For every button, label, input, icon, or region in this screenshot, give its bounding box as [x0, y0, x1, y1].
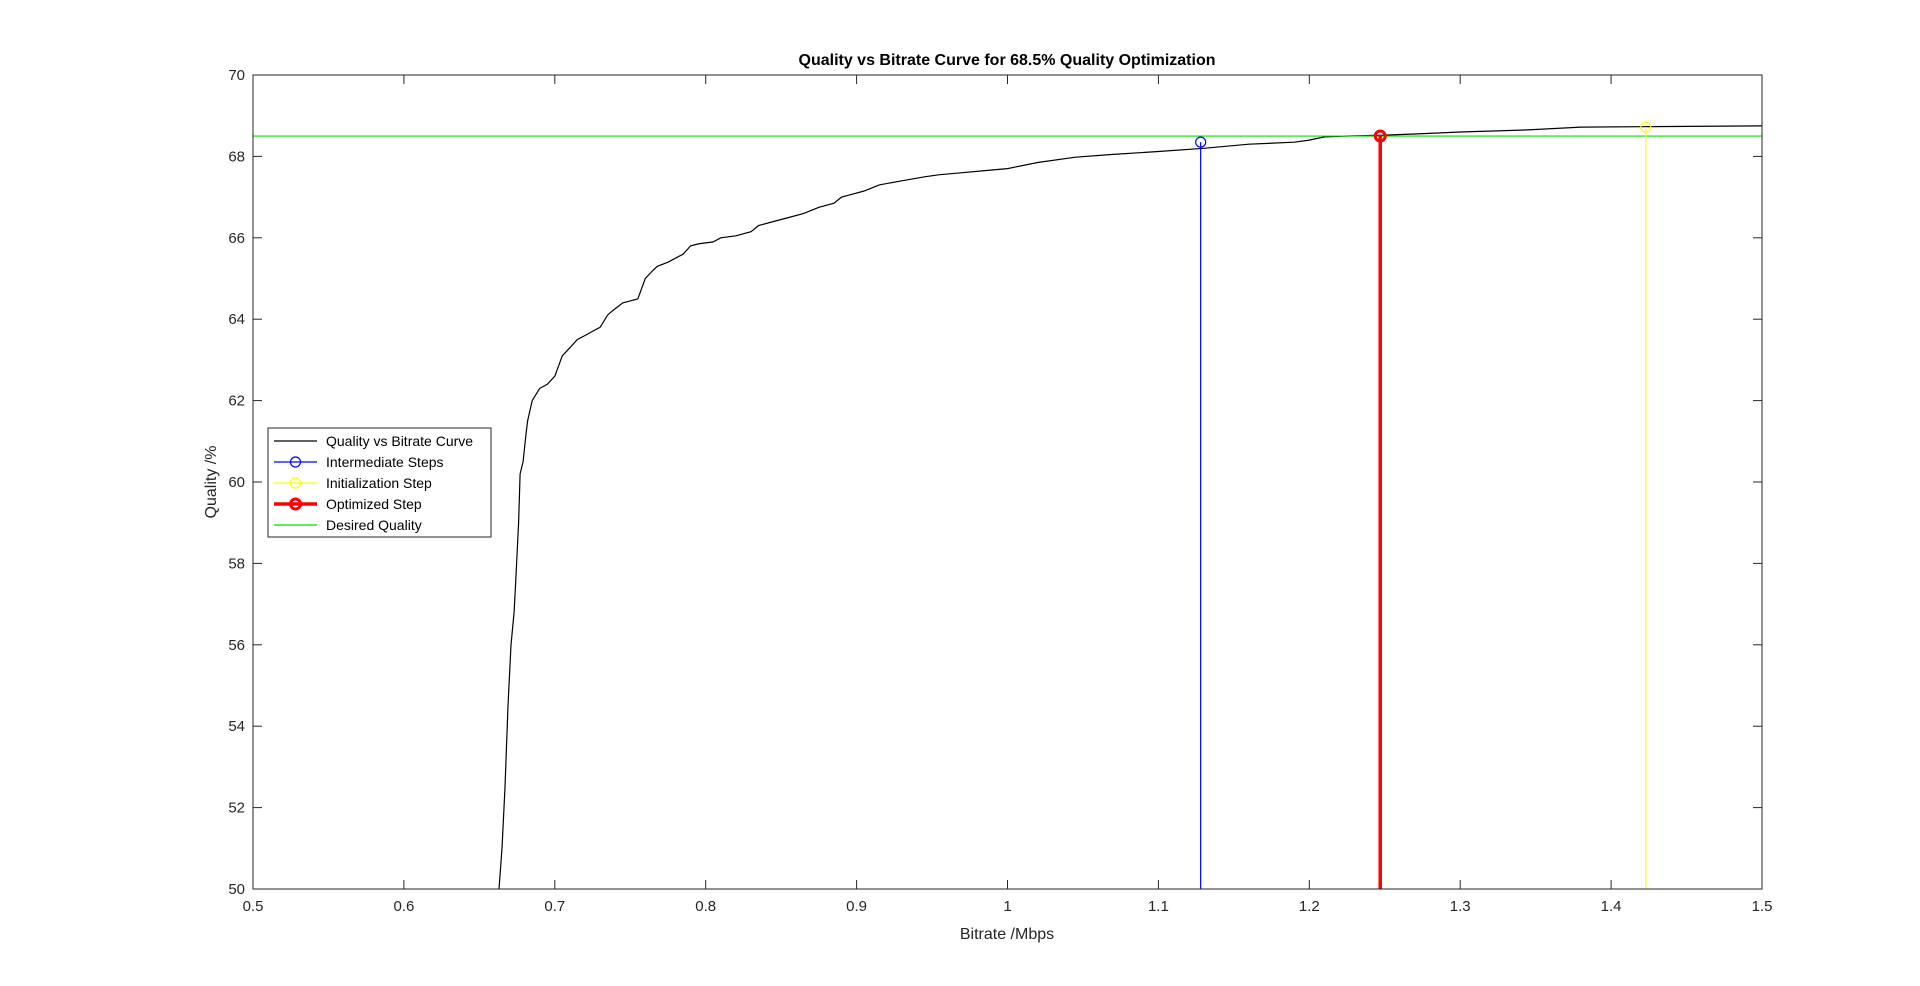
y-tick-label: 68	[228, 148, 245, 165]
y-tick-label: 50	[228, 881, 245, 898]
x-tick-label: 1.3	[1450, 898, 1471, 915]
x-tick-label: 0.6	[393, 898, 414, 915]
x-tick-label: 1	[1003, 898, 1011, 915]
series-layer	[253, 121, 1763, 890]
stem-marker-initialization-step	[1640, 121, 1652, 133]
y-tick-label: 64	[228, 311, 245, 328]
y-tick-label: 58	[228, 555, 245, 572]
x-tick-label: 1.1	[1148, 898, 1169, 915]
y-tick-label: 60	[228, 474, 245, 491]
legend-label-initialization-step: Initialization Step	[326, 475, 432, 491]
x-tick-label: 0.5	[243, 898, 264, 915]
legend-label-quality-vs-bitrate-curve: Quality vs Bitrate Curve	[326, 433, 473, 449]
x-tick-label: 1.2	[1299, 898, 1320, 915]
y-tick-label: 54	[228, 718, 245, 735]
plot-area	[253, 75, 1762, 889]
legend-label-intermediate-steps: Intermediate Steps	[326, 454, 444, 470]
quality-bitrate-curve-line	[498, 125, 1763, 890]
legend-label-optimized-step: Optimized Step	[326, 496, 422, 512]
y-tick-label: 66	[228, 230, 245, 247]
y-tick-label: 52	[228, 800, 245, 817]
x-tick-label: 1.5	[1752, 898, 1773, 915]
legend-marker-initialization-step	[289, 477, 302, 489]
chart-title: Quality vs Bitrate Curve for 68.5% Quali…	[799, 52, 1216, 69]
y-tick-label: 56	[228, 637, 245, 654]
axis-ticks: 0.5 0.6 0.7 0.8 0.9 1 1.1 1.2 1.3 1.4 1.5 50 52 54 56 5…	[228, 67, 1772, 915]
y-tick-label: 62	[228, 393, 245, 410]
legend-marker-optimized-step	[289, 497, 302, 511]
stem-marker-intermediate-steps	[1195, 136, 1207, 148]
y-axis-label: Quality /%	[203, 446, 220, 519]
legend-marker-intermediate-steps	[289, 456, 302, 468]
legend: Quality vs Bitrate Curve Intermediate Ste…	[267, 427, 492, 538]
x-tick-label: 0.7	[544, 898, 565, 915]
y-tick-label: 70	[228, 67, 245, 84]
x-tick-label: 0.8	[695, 898, 716, 915]
x-axis-label: Bitrate /Mbps	[960, 926, 1054, 943]
legend-label-desired-quality: Desired Quality	[326, 517, 422, 533]
plot-frame	[252, 74, 1763, 890]
x-tick-label: 1.4	[1601, 898, 1622, 915]
x-tick-label: 0.9	[846, 898, 867, 915]
stem-marker-optimized-step	[1373, 129, 1387, 143]
